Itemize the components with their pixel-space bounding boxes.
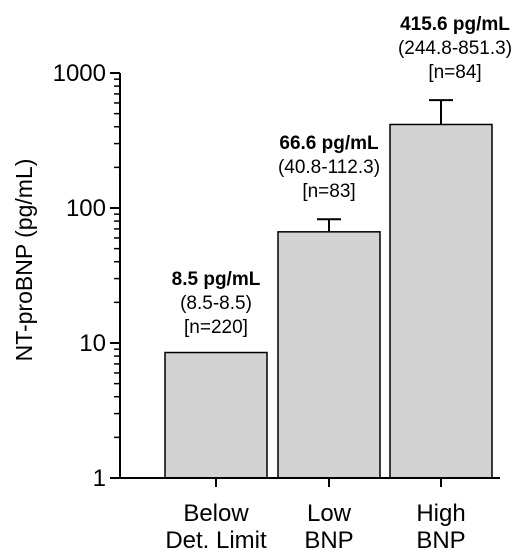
y-tick-label: 10 [79,330,106,357]
x-tick-label: Det. Limit [165,527,267,554]
x-tick-label: High [416,500,465,527]
bar-annotations: 8.5 pg/mL (8.5-8.5) [n=220] 66.6 pg/mL (40.8… [172,14,512,338]
x-tick-label: Below [183,500,249,527]
annotation-median: 415.6 pg/mL [400,14,510,35]
annotation-median: 8.5 pg/mL [172,269,261,290]
annotation-range: (40.8-112.3) [278,157,380,178]
y-tick-label: 1000 [53,60,106,87]
bar [277,231,381,479]
annotation-n: [n=220] [184,317,248,338]
x-tick-label: Low [307,500,352,527]
bar [389,123,493,479]
bar [164,351,268,479]
annotation-median: 66.6 pg/mL [279,133,379,154]
y-axis: 1 10 100 1000 [53,60,121,492]
error-bars [317,99,453,232]
y-axis-title: NT-proBNP (pg/mL) [11,159,37,362]
x-tick-label: BNP [304,527,353,554]
annotation-range: (8.5-8.5) [180,293,252,314]
annotation-n: [n=84] [428,62,481,83]
bars [164,123,493,479]
x-tick-label: BNP [416,527,465,554]
annotation-n: [n=83] [302,181,355,202]
y-tick-label: 100 [66,195,106,222]
y-tick-label: 1 [93,465,106,492]
annotation-range: (244.8-851.3) [398,38,512,59]
